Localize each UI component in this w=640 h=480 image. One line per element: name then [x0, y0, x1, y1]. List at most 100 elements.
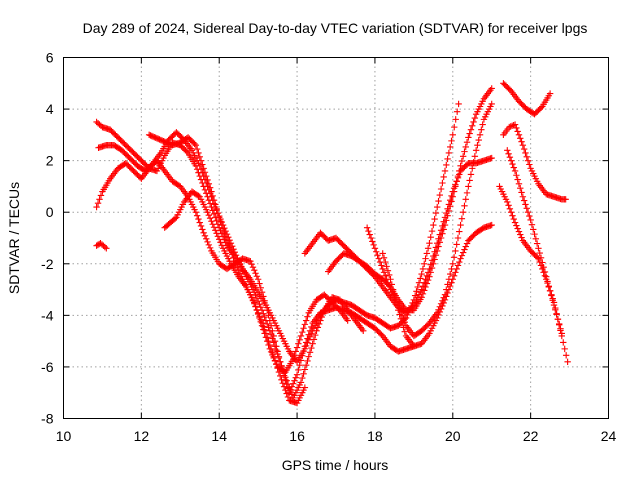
data-point	[383, 263, 390, 270]
data-point	[210, 224, 218, 231]
data-point	[432, 251, 440, 259]
data-point	[305, 353, 312, 360]
data-point	[262, 301, 270, 309]
data-point	[458, 157, 466, 165]
data-point	[280, 383, 288, 390]
data-point	[454, 262, 462, 269]
data-point	[518, 138, 525, 145]
plot-frame	[63, 57, 609, 419]
data-point	[267, 322, 275, 329]
data-point	[560, 339, 567, 346]
data-point	[289, 355, 297, 363]
data-point	[440, 173, 447, 181]
data-point	[418, 270, 425, 278]
data-point	[309, 340, 316, 347]
data-point	[256, 314, 263, 322]
data-point	[378, 262, 385, 269]
data-point	[450, 254, 458, 261]
data-point	[506, 154, 514, 161]
data-point	[523, 153, 530, 160]
data-point	[504, 147, 511, 154]
data-point	[504, 198, 511, 206]
data-point	[212, 227, 219, 234]
data-point	[479, 121, 486, 128]
data-point	[421, 287, 428, 294]
data-point	[518, 189, 525, 196]
data-point	[458, 252, 466, 259]
data-point	[315, 320, 323, 328]
data-point	[465, 134, 472, 141]
data-point	[437, 185, 445, 193]
data-point	[199, 226, 206, 233]
data-point	[273, 360, 280, 368]
data-point	[270, 339, 277, 346]
series-sat-k	[500, 121, 569, 203]
data-point	[555, 320, 563, 328]
data-point	[256, 280, 263, 287]
data-point	[274, 348, 281, 355]
data-point	[471, 153, 479, 160]
data-point	[537, 104, 545, 111]
data-point	[204, 176, 211, 184]
data-point	[471, 114, 479, 122]
data-point	[395, 307, 402, 314]
data-point	[192, 141, 200, 149]
data-point	[258, 322, 266, 329]
data-point	[261, 297, 268, 304]
data-point	[507, 157, 515, 164]
data-point	[462, 196, 469, 203]
data-point	[452, 183, 459, 190]
data-point	[247, 258, 254, 265]
data-point	[197, 157, 205, 164]
data-point	[445, 149, 453, 157]
data-point	[550, 301, 558, 309]
data-point	[379, 265, 386, 273]
data-point	[507, 123, 514, 130]
data-point	[488, 154, 495, 162]
data-point	[452, 116, 459, 123]
data-point	[382, 272, 389, 280]
data-point	[367, 234, 375, 242]
data-point	[535, 245, 542, 252]
series-sat-m	[504, 147, 565, 337]
data-point	[302, 317, 310, 324]
data-point	[519, 193, 527, 200]
data-point	[509, 160, 516, 168]
data-point	[217, 218, 224, 225]
y-tick-label: -8	[41, 411, 54, 427]
data-point	[470, 159, 477, 166]
data-point	[423, 250, 431, 257]
data-point	[558, 330, 565, 337]
data-point	[314, 324, 322, 331]
data-point	[526, 212, 533, 220]
data-point	[262, 334, 270, 341]
series-sat-f	[301, 154, 495, 316]
data-point	[282, 386, 289, 394]
data-point	[299, 374, 306, 382]
data-point	[513, 172, 520, 179]
data-point	[515, 228, 523, 235]
data-point	[257, 318, 264, 326]
data-point	[216, 236, 223, 243]
data-point	[212, 201, 219, 208]
data-point	[301, 384, 309, 391]
data-point	[430, 221, 437, 229]
data-point	[435, 243, 442, 250]
data-point	[439, 230, 446, 237]
data-point	[277, 372, 284, 380]
data-point	[266, 345, 274, 353]
series-sat-g	[325, 85, 495, 314]
data-point	[374, 251, 381, 259]
data-point	[436, 191, 444, 199]
data-point	[454, 172, 462, 180]
data-point	[260, 293, 267, 300]
data-point	[453, 178, 460, 185]
data-point	[209, 221, 216, 228]
data-point	[524, 157, 532, 164]
data-point	[396, 311, 403, 318]
data-point	[456, 167, 463, 175]
data-point	[279, 380, 286, 387]
data-point	[526, 161, 533, 168]
data-point	[456, 258, 463, 266]
data-point	[365, 227, 372, 235]
